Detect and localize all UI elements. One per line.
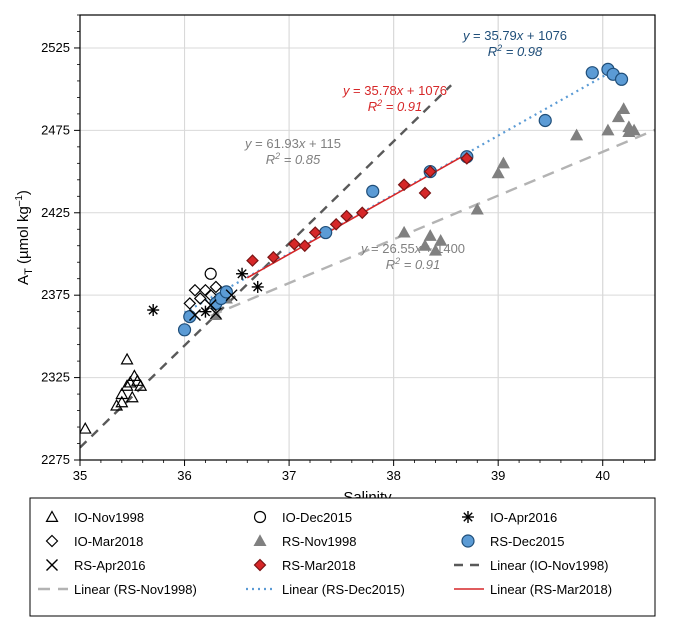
svg-text:R2 = 0.91: R2 = 0.91 (368, 98, 423, 114)
svg-text:y = 26.55x + 1400: y = 26.55x + 1400 (360, 241, 465, 256)
legend-label: IO-Mar2018 (74, 534, 143, 549)
y-tick-label: 2425 (41, 205, 70, 220)
x-tick-label: 40 (595, 468, 609, 483)
svg-text:R2 = 0.91: R2 = 0.91 (386, 256, 441, 272)
y-tick-label: 2325 (41, 370, 70, 385)
legend-label: IO-Dec2015 (282, 510, 352, 525)
x-tick-label: 37 (282, 468, 296, 483)
legend-label: Linear (RS-Dec2015) (282, 582, 405, 597)
legend-label: Linear (RS-Mar2018) (490, 582, 612, 597)
x-tick-label: 36 (177, 468, 191, 483)
y-tick-label: 2475 (41, 122, 70, 137)
svg-text:R2 = 0.85: R2 = 0.85 (266, 151, 321, 167)
legend-label: IO-Nov1998 (74, 510, 144, 525)
svg-text:y = 35.79x + 1076: y = 35.79x + 1076 (462, 28, 567, 43)
legend-label: Linear (RS-Nov1998) (74, 582, 197, 597)
x-tick-label: 39 (491, 468, 505, 483)
y-tick-label: 2525 (41, 40, 70, 55)
svg-text:R2 = 0.98: R2 = 0.98 (488, 43, 543, 59)
legend-label: RS-Dec2015 (490, 534, 564, 549)
legend-label: RS-Apr2016 (74, 558, 146, 573)
svg-text:y = 61.93x + 115: y = 61.93x + 115 (244, 136, 341, 151)
svg-text:y = 35.78x + 1076: y = 35.78x + 1076 (342, 83, 447, 98)
x-tick-label: 35 (73, 468, 87, 483)
y-tick-label: 2375 (41, 287, 70, 302)
y-tick-label: 2275 (41, 452, 70, 467)
legend-label: RS-Mar2018 (282, 558, 356, 573)
legend-label: Linear (IO-Nov1998) (490, 558, 609, 573)
legend-label: RS-Nov1998 (282, 534, 356, 549)
legend-label: IO-Apr2016 (490, 510, 557, 525)
x-tick-label: 38 (386, 468, 400, 483)
